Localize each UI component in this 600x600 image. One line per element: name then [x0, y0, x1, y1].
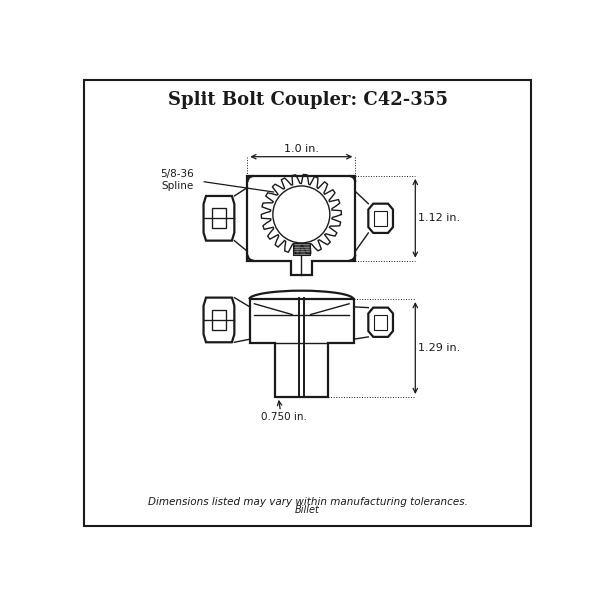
Polygon shape — [293, 243, 310, 255]
Text: Dimensions listed may vary within manufacturing tolerances.: Dimensions listed may vary within manufa… — [148, 497, 467, 507]
Text: 1.12 in.: 1.12 in. — [418, 213, 461, 223]
Text: 0.750 in.: 0.750 in. — [262, 412, 307, 422]
Text: Billet: Billet — [295, 505, 320, 515]
Text: 5/8-36
Spline: 5/8-36 Spline — [160, 169, 194, 191]
Text: 1.0 in.: 1.0 in. — [284, 145, 319, 154]
Text: 1.29 in.: 1.29 in. — [418, 343, 461, 353]
Text: Split Bolt Coupler: C42-355: Split Bolt Coupler: C42-355 — [167, 91, 448, 109]
